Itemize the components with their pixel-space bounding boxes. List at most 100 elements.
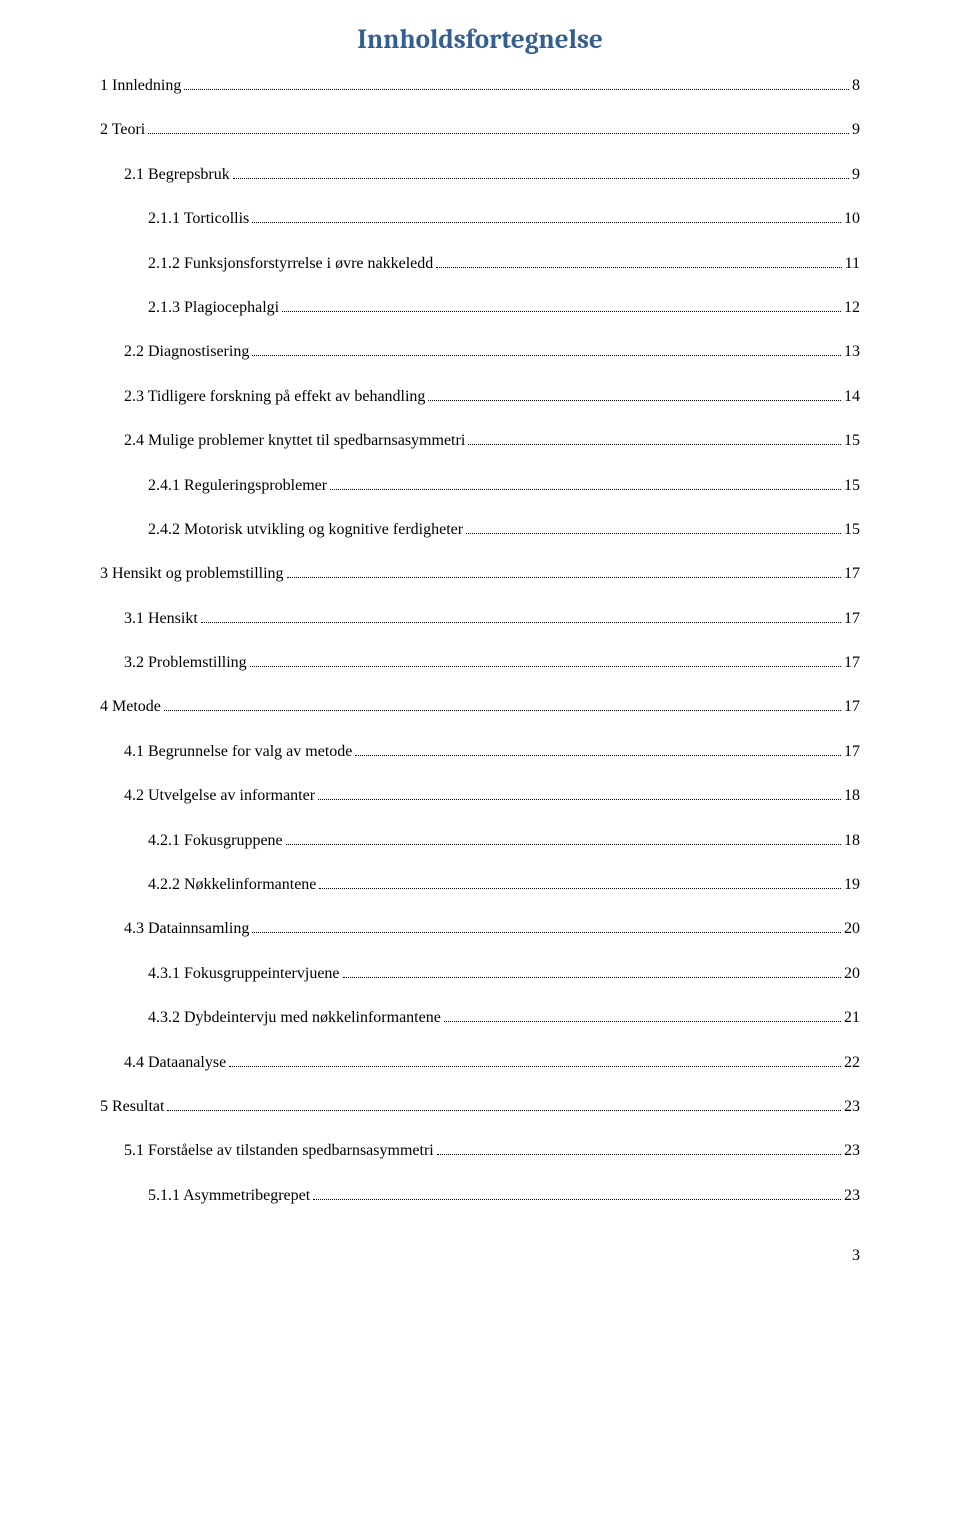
toc-entry-page: 17 [844,608,860,630]
toc-leader [330,489,841,490]
toc-leader [148,133,849,134]
toc-entry-page: 12 [844,297,860,319]
toc-leader [355,755,841,756]
toc-entry-page: 15 [844,519,860,541]
toc-list: 1 Innledning 82 Teori 92.1 Begrepsbruk 9… [100,75,860,1207]
toc-entry-label: 4.3 Datainnsamling [124,918,249,940]
toc-entry: 4.3.1 Fokusgruppeintervjuene 20 [100,963,860,985]
toc-entry: 2.3 Tidligere forskning på effekt av beh… [100,386,860,408]
toc-entry-page: 15 [844,430,860,452]
toc-leader [233,178,849,179]
toc-entry: 4.1 Begrunnelse for valg av metode 17 [100,741,860,763]
toc-leader [287,577,841,578]
toc-entry-page: 20 [844,963,860,985]
toc-entry: 4.2.2 Nøkkelinformantene 19 [100,874,860,896]
toc-entry-page: 23 [844,1185,860,1207]
toc-entry-label: 2.4 Mulige problemer knyttet til spedbar… [124,430,465,452]
toc-entry-label: 4.2.1 Fokusgruppene [148,830,283,852]
toc-entry-label: 1 Innledning [100,75,181,97]
toc-entry-label: 4.2 Utvelgelse av informanter [124,785,315,807]
toc-leader [313,1199,841,1200]
toc-entry-label: 4 Metode [100,696,161,718]
toc-entry-label: 2.1 Begrepsbruk [124,164,230,186]
toc-entry: 4 Metode 17 [100,696,860,718]
toc-entry-page: 23 [844,1096,860,1118]
toc-leader [250,666,841,667]
toc-leader [286,844,841,845]
toc-entry-page: 15 [844,475,860,497]
toc-entry-label: 4.3.1 Fokusgruppeintervjuene [148,963,340,985]
toc-entry-label: 2.2 Diagnostisering [124,341,249,363]
toc-entry: 2.1 Begrepsbruk 9 [100,164,860,186]
toc-entry-page: 13 [844,341,860,363]
toc-leader [201,622,841,623]
toc-entry: 2 Teori 9 [100,119,860,141]
toc-entry-label: 5 Resultat [100,1096,164,1118]
toc-entry-page: 18 [844,785,860,807]
toc-leader [229,1066,841,1067]
toc-entry-page: 17 [844,696,860,718]
toc-leader [436,267,841,268]
page-number: 3 [100,1247,860,1265]
toc-entry: 3 Hensikt og problemstilling 17 [100,563,860,585]
toc-leader [428,400,841,401]
toc-entry-label: 5.1 Forståelse av tilstanden spedbarnsas… [124,1140,434,1162]
toc-entry-label: 3.1 Hensikt [124,608,198,630]
toc-entry-page: 18 [844,830,860,852]
toc-entry: 2.4.1 Reguleringsproblemer 15 [100,475,860,497]
toc-leader [343,977,841,978]
toc-leader [164,710,841,711]
toc-entry-label: 2.4.2 Motorisk utvikling og kognitive fe… [148,519,463,541]
toc-leader [252,222,841,223]
toc-entry-label: 4.3.2 Dybdeintervju med nøkkelinformante… [148,1007,441,1029]
toc-entry: 4.2.1 Fokusgruppene 18 [100,830,860,852]
toc-entry: 4.2 Utvelgelse av informanter 18 [100,785,860,807]
toc-entry: 5.1 Forståelse av tilstanden spedbarnsas… [100,1140,860,1162]
toc-entry-label: 2.1.1 Torticollis [148,208,249,230]
toc-entry-label: 4.2.2 Nøkkelinformantene [148,874,316,896]
toc-entry: 2.4 Mulige problemer knyttet til spedbar… [100,430,860,452]
toc-entry: 2.1.1 Torticollis 10 [100,208,860,230]
toc-entry-page: 11 [845,253,860,275]
toc-entry-page: 17 [844,563,860,585]
toc-entry-label: 4.4 Dataanalyse [124,1052,226,1074]
toc-entry-label: 3 Hensikt og problemstilling [100,563,284,585]
toc-entry: 4.3.2 Dybdeintervju med nøkkelinformante… [100,1007,860,1029]
toc-entry-label: 2.4.1 Reguleringsproblemer [148,475,327,497]
toc-entry-label: 2.1.3 Plagiocephalgi [148,297,279,319]
toc-leader [319,888,841,889]
toc-entry-page: 9 [852,164,860,186]
toc-title: Innholdsfortegnelse [100,24,860,55]
toc-entry-label: 2.3 Tidligere forskning på effekt av beh… [124,386,425,408]
toc-entry-label: 2 Teori [100,119,145,141]
toc-entry: 4.4 Dataanalyse 22 [100,1052,860,1074]
toc-entry-page: 8 [852,75,860,97]
toc-entry: 2.1.2 Funksjonsforstyrrelse i øvre nakke… [100,253,860,275]
toc-entry-page: 21 [844,1007,860,1029]
toc-leader [466,533,841,534]
toc-leader [252,355,841,356]
toc-entry-label: 5.1.1 Asymmetribegrepet [148,1185,310,1207]
toc-entry: 5.1.1 Asymmetribegrepet 23 [100,1185,860,1207]
toc-entry: 2.2 Diagnostisering 13 [100,341,860,363]
toc-entry-page: 17 [844,652,860,674]
toc-entry: 2.1.3 Plagiocephalgi 12 [100,297,860,319]
toc-entry: 5 Resultat 23 [100,1096,860,1118]
toc-leader [437,1154,841,1155]
toc-entry-label: 3.2 Problemstilling [124,652,247,674]
toc-entry-page: 10 [844,208,860,230]
toc-entry: 3.1 Hensikt 17 [100,608,860,630]
toc-leader [167,1110,841,1111]
toc-entry: 3.2 Problemstilling 17 [100,652,860,674]
toc-entry-page: 19 [844,874,860,896]
toc-entry-label: 4.1 Begrunnelse for valg av metode [124,741,352,763]
toc-leader [252,932,841,933]
toc-entry-page: 20 [844,918,860,940]
toc-leader [282,311,841,312]
toc-entry-page: 17 [844,741,860,763]
toc-entry-page: 22 [844,1052,860,1074]
toc-entry-label: 2.1.2 Funksjonsforstyrrelse i øvre nakke… [148,253,433,275]
toc-leader [184,89,849,90]
toc-entry: 1 Innledning 8 [100,75,860,97]
toc-leader [318,799,841,800]
